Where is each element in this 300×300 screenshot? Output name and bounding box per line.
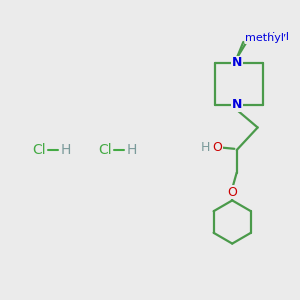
Text: Cl: Cl [98,143,111,157]
Text: methyl: methyl [250,32,289,42]
Text: H: H [61,143,71,157]
Text: H: H [126,143,137,157]
Text: methyl: methyl [245,39,250,41]
Text: O: O [227,185,237,199]
Text: Cl: Cl [32,143,46,157]
Text: H: H [201,141,210,154]
Text: N: N [232,98,242,112]
Text: N: N [232,56,242,70]
Text: methyl: methyl [245,33,284,43]
Text: O: O [212,141,222,154]
